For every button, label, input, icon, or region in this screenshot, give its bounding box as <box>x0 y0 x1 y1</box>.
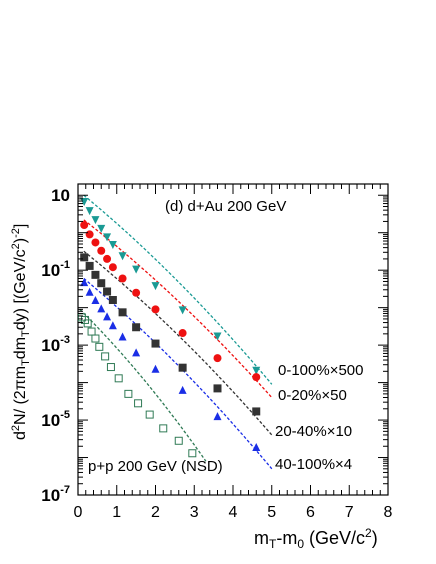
point-3-9 <box>178 385 187 394</box>
legend-label-3: 40-100%×4 <box>275 456 352 473</box>
point-4-10 <box>134 399 143 408</box>
point-2-4 <box>103 287 112 296</box>
point-4-7 <box>106 363 115 372</box>
data-markers <box>77 198 261 458</box>
point-0-11 <box>252 366 261 375</box>
point-0-6 <box>118 252 127 261</box>
fit-curve-3 <box>83 277 273 470</box>
point-3-3 <box>97 304 106 313</box>
point-0-0 <box>80 198 89 207</box>
point-1-7 <box>132 288 141 297</box>
point-4-12 <box>159 424 168 433</box>
x-axis-label: mT-m0 (GeV/c2) <box>254 526 378 551</box>
y-tick-label: 10 <box>51 186 70 205</box>
point-2-10 <box>213 384 222 393</box>
point-0-5 <box>108 240 117 249</box>
point-4-14 <box>188 449 197 458</box>
point-2-0 <box>80 253 89 262</box>
point-3-4 <box>103 312 112 321</box>
point-2-5 <box>108 296 117 305</box>
panel-label: (d) d+Au 200 GeV <box>165 198 286 215</box>
y-axis-label: d2N/ (2πmTdmTdy) [(GeV/c2)-2] <box>10 224 32 440</box>
point-2-3 <box>97 279 106 288</box>
fit-curve-2 <box>83 250 273 436</box>
x-tick-label: 0 <box>74 504 83 521</box>
point-3-7 <box>132 348 141 357</box>
x-tick-label: 8 <box>384 504 393 521</box>
point-2-9 <box>178 363 187 372</box>
point-3-1 <box>85 287 94 296</box>
point-4-3 <box>87 327 96 336</box>
point-1-4 <box>103 254 112 263</box>
point-0-8 <box>151 282 160 291</box>
x-tick-label: 3 <box>190 504 199 521</box>
point-1-1 <box>85 230 94 239</box>
point-4-2 <box>83 319 92 328</box>
point-3-10 <box>213 412 222 421</box>
point-3-6 <box>118 332 127 341</box>
fit-curve-1 <box>83 219 273 398</box>
x-tick-label: 6 <box>306 504 315 521</box>
point-3-2 <box>91 296 100 305</box>
point-2-2 <box>91 270 100 279</box>
x-tick-label: 1 <box>112 504 121 521</box>
point-3-11 <box>252 442 261 451</box>
point-4-13 <box>174 436 183 445</box>
x-tick-label: 7 <box>345 504 354 521</box>
point-3-5 <box>108 321 117 330</box>
point-1-5 <box>108 263 117 272</box>
point-2-1 <box>85 261 94 270</box>
fit-curves <box>79 194 273 470</box>
point-1-2 <box>91 238 100 247</box>
point-0-9 <box>178 306 187 315</box>
point-1-9 <box>178 329 187 338</box>
point-0-1 <box>85 207 94 216</box>
legend-label-1: 0-20%×50 <box>278 387 347 404</box>
point-4-9 <box>124 389 133 398</box>
point-0-10 <box>213 332 222 341</box>
x-tick-label: 2 <box>151 504 160 521</box>
point-1-3 <box>97 246 106 255</box>
y-tick-label: 10-7 <box>41 484 70 505</box>
point-1-8 <box>151 305 160 314</box>
point-3-8 <box>151 364 160 373</box>
point-4-8 <box>114 374 123 383</box>
point-1-10 <box>213 354 222 363</box>
point-2-7 <box>132 323 141 332</box>
point-4-5 <box>95 342 104 351</box>
point-2-8 <box>151 339 160 348</box>
point-0-7 <box>132 265 141 274</box>
point-0-4 <box>103 233 112 242</box>
legend-label-2: 20-40%×10 <box>275 423 352 440</box>
point-4-4 <box>91 334 100 343</box>
point-1-6 <box>118 274 127 283</box>
y-tick-label: 10-1 <box>41 259 70 280</box>
pp-label: p+p 200 GeV (NSD) <box>88 458 223 475</box>
point-4-6 <box>101 352 110 361</box>
x-tick-label: 4 <box>229 504 238 521</box>
legend-label-0: 0-100%×500 <box>278 362 364 379</box>
axis-ticks: 0 1 2 3 4 5 6 7 8 10-7 10-5 10-3 10-1 10 <box>41 184 393 521</box>
y-tick-label: 10-3 <box>41 334 70 355</box>
point-0-2 <box>91 216 100 225</box>
fit-curve-0 <box>83 194 273 385</box>
x-tick-label: 5 <box>267 504 276 521</box>
fit-curve-4 <box>79 308 207 462</box>
point-1-0 <box>80 221 89 230</box>
point-2-11 <box>252 407 261 416</box>
point-0-3 <box>97 224 106 233</box>
point-2-6 <box>118 308 127 317</box>
point-3-0 <box>80 278 89 287</box>
point-1-11 <box>252 373 261 382</box>
point-4-11 <box>145 410 154 419</box>
y-tick-label: 10-5 <box>41 409 70 430</box>
